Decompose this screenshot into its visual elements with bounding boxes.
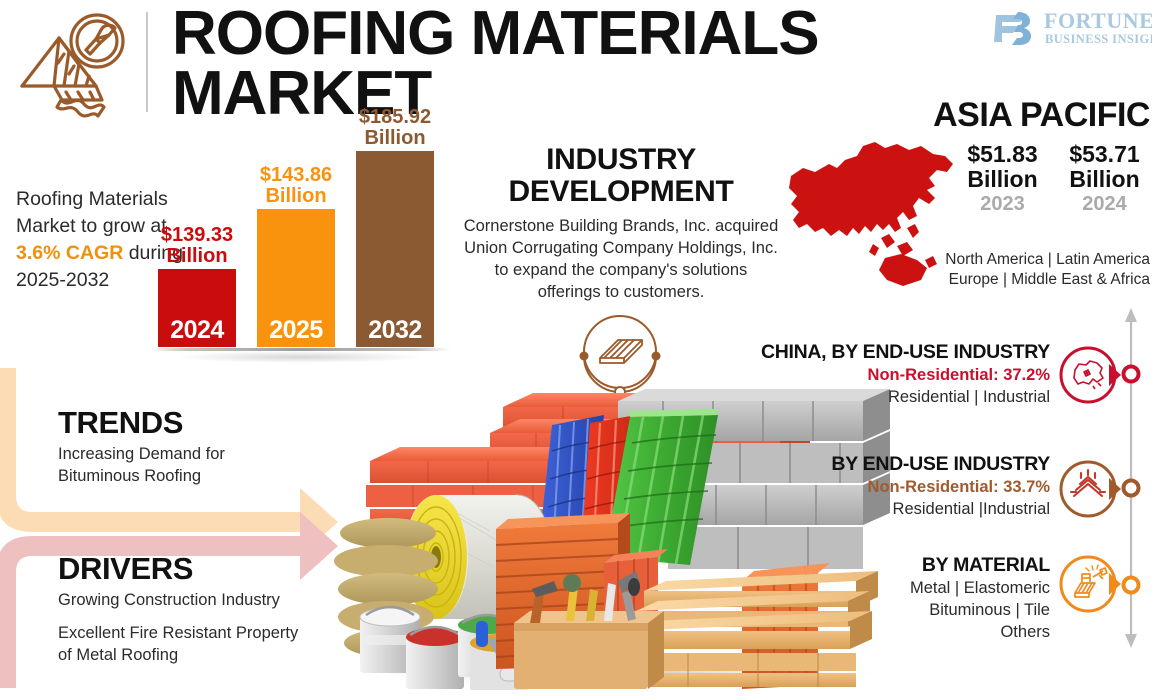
bar-unit-2032: Billion — [364, 127, 426, 149]
china-map-icon[interactable] — [1059, 344, 1121, 406]
bar-value-2024: $139.33 — [160, 224, 234, 246]
roof-magnifier-hammer-icon — [14, 8, 132, 118]
drivers-arrow — [0, 512, 338, 688]
drivers-item2-line2: of Metal Roofing — [58, 646, 179, 664]
segment-title-2: BY MATERIAL — [921, 554, 1050, 576]
bar-rect-2025: 2025 — [257, 209, 335, 347]
ap-stat-value-2024: $53.71 — [1069, 141, 1140, 167]
cagr-during: during — [123, 242, 183, 264]
cagr-value: 3.6% — [16, 242, 61, 264]
market-size-bar-chart: $139.33 Billion 2024 $143.86 Billion 202… — [150, 107, 450, 355]
ap-regions-line2: Europe | Middle East & Africa — [948, 271, 1150, 288]
ap-stat-unit-2023: Billion — [967, 166, 1038, 192]
page-title-line2: MARKET — [172, 59, 432, 129]
asia-pacific-map — [785, 132, 960, 292]
intro-line1: Roofing Materials — [16, 188, 168, 210]
segment-secondary-1: Residential |Industrial — [892, 500, 1050, 518]
trends-item1: Increasing Demand for Bituminous Roofing — [58, 443, 338, 487]
bar-unit-2024: Billion — [166, 245, 228, 267]
ap-stat-year-2023: 2023 — [980, 193, 1025, 215]
drivers-item2-line1: Excellent Fire Resistant Property — [58, 624, 299, 642]
bar-unit-2025: Billion — [265, 185, 327, 207]
trends-drivers-arrows — [0, 368, 345, 688]
brand-tagline: BUSINESS INSIGHTS — [1045, 32, 1152, 46]
page-title-line1: ROOFING MATERIALS — [172, 0, 820, 68]
industry-development-body: Cornerstone Building Brands, Inc. acquir… — [463, 217, 779, 301]
segment-axis — [1118, 308, 1144, 648]
bar-year-2025: 2025 — [269, 316, 323, 344]
industry-heading-line1: INDUSTRY — [546, 143, 696, 176]
drivers-item1: Growing Construction Industry — [58, 591, 280, 609]
axis-marker-material — [1121, 575, 1141, 595]
intro-copy: Roofing Materials Market to grow at 3.6%… — [16, 186, 206, 294]
segment-primary-0: Non-Residential: 37.2% — [867, 366, 1050, 384]
roof-lines-icon[interactable] — [1059, 458, 1121, 520]
trends-item1-line2: Bituminous Roofing — [58, 467, 202, 485]
segment-primary-1: Non-Residential: 33.7% — [867, 478, 1050, 496]
axis-marker-china — [1121, 364, 1141, 384]
forecast-period: 2025-2032 — [16, 269, 110, 291]
segment-secondary-0: Residential | Industrial — [887, 388, 1050, 406]
segment-secondary-2-line2: Bituminous | Tile — [929, 601, 1050, 619]
drivers-section: DRIVERS Growing Construction Industry Ex… — [58, 552, 358, 666]
fb-monogram-icon — [994, 12, 1031, 45]
ap-stat-unit-2024: Billion — [1069, 166, 1140, 192]
trends-section: TRENDS Increasing Demand for Bituminous … — [58, 406, 338, 487]
page-title: ROOFING MATERIALS MARKET — [172, 3, 872, 129]
intro-line3: grow at — [102, 215, 167, 237]
segment-secondary-2-line3: Others — [1000, 623, 1050, 641]
industry-development-section: INDUSTRY DEVELOPMENT Cornerstone Buildin… — [462, 144, 780, 303]
axis-marker-end-use — [1121, 478, 1141, 498]
segment-china-end-use: CHINA, BY END-USE INDUSTRY Non-Residenti… — [720, 340, 1050, 408]
chart-shadow — [175, 351, 425, 363]
trends-item1-line1: Increasing Demand for — [58, 445, 225, 463]
bar-column-2032: $185.92 Billion 2032 — [356, 107, 434, 347]
bar-rect-2032: 2032 — [356, 151, 434, 347]
brand-name: FORTUNE — [1044, 8, 1152, 33]
asia-pacific-title: ASIA PACIFIC — [933, 96, 1150, 134]
bar-value-2032: $185.92 — [358, 106, 432, 128]
segment-title-1: BY END-USE INDUSTRY — [831, 453, 1050, 475]
ap-stat-year-2024: 2024 — [1082, 193, 1127, 215]
bar-year-2032: 2032 — [368, 316, 422, 344]
ap-stat-value-2023: $51.83 — [967, 141, 1038, 167]
roof-tools-icon[interactable] — [1059, 553, 1121, 615]
bar-column-2025: $143.86 Billion 2025 — [257, 140, 335, 347]
segment-end-use: BY END-USE INDUSTRY Non-Residential: 33.… — [720, 452, 1050, 520]
bar-value-2025: $143.86 — [259, 164, 333, 186]
industry-development-heading: INDUSTRY DEVELOPMENT — [462, 144, 780, 208]
brand-logo[interactable]: FORTUNE BUSINESS INSIGHTS — [992, 6, 1160, 50]
segment-title-0: CHINA, BY END-USE INDUSTRY — [760, 341, 1050, 363]
roofing-materials-product-stack — [318, 385, 928, 691]
asia-pacific-stat-2024: $53.71 Billion 2024 — [1057, 142, 1152, 216]
bar-year-2024: 2024 — [170, 316, 224, 344]
ap-regions-line1: North America | Latin America — [945, 251, 1150, 268]
drivers-title: DRIVERS — [58, 551, 194, 586]
trends-title: TRENDS — [58, 405, 184, 440]
title-divider — [146, 12, 148, 112]
intro-line2: Market to — [16, 215, 98, 237]
industry-heading-line2: DEVELOPMENT — [508, 175, 734, 208]
toolbox — [514, 571, 664, 689]
chart-baseline — [150, 348, 450, 351]
asia-pacific-stat-2023: $51.83 Billion 2023 — [955, 142, 1050, 216]
segment-secondary-2-line1: Metal | Elastomeric — [910, 579, 1050, 597]
bar-rect-2024: 2024 — [158, 269, 236, 347]
bar-column-2024: $139.33 Billion 2024 — [158, 140, 236, 347]
wood-plank-stack — [620, 571, 878, 687]
segment-by-material: BY MATERIAL Metal | Elastomeric Bitumino… — [720, 553, 1050, 643]
cagr-word: CAGR — [65, 242, 124, 264]
drivers-item2: Excellent Fire Resistant Property of Met… — [58, 622, 358, 666]
asia-pacific-regions: North America | Latin America Europe | M… — [900, 250, 1150, 290]
